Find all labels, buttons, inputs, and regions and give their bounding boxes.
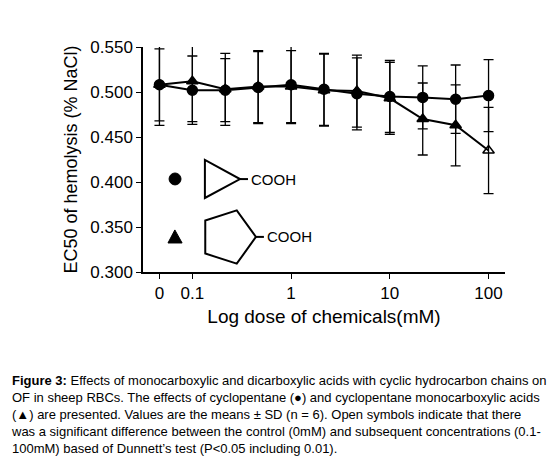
svg-text:100: 100: [474, 284, 502, 303]
svg-text:COOH: COOH: [251, 171, 296, 188]
svg-text:0.350: 0.350: [90, 218, 133, 237]
svg-text:COOH: COOH: [267, 228, 312, 245]
svg-text:1: 1: [286, 284, 295, 303]
svg-text:0.300: 0.300: [90, 263, 133, 282]
html-text:Figure 3: Effects of monocarbo: Figure 3: Effects of monocarboxylic and …: [12, 373, 547, 456]
svg-text:0.400: 0.400: [90, 173, 133, 192]
svg-text:10: 10: [380, 284, 399, 303]
svg-text:0: 0: [155, 284, 164, 303]
svg-text:EC50 of hemolysis (% NaCl): EC50 of hemolysis (% NaCl): [61, 45, 81, 273]
svg-text:Log dose of chemicals(mM): Log dose of chemicals(mM): [207, 306, 440, 327]
svg-text:0.1: 0.1: [181, 284, 205, 303]
svg-text:0.450: 0.450: [90, 128, 133, 147]
svg-text:0.550: 0.550: [90, 38, 133, 57]
svg-text:0.500: 0.500: [90, 83, 133, 102]
